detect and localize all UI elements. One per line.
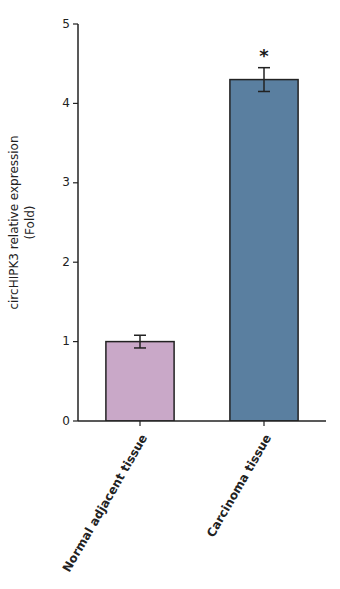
error-bar [134,335,146,348]
y-tick [73,23,78,24]
y-tick [73,420,78,421]
x-tick [263,421,264,426]
plot-area [106,68,298,421]
bar [230,80,298,421]
x-axis-line [78,420,326,422]
y-tick-label: 3 [62,175,70,189]
y-axis-line [77,24,79,421]
error-bar-stem [263,68,265,92]
y-tick-label: 5 [62,17,70,31]
y-tick [73,103,78,104]
y-tick-label: 1 [62,334,70,348]
y-tick-label: 2 [62,255,70,269]
y-tick-label: 0 [62,414,70,428]
chart-container: 0 1 2 3 4 5 Normal adjacent tissue Carcinoma ti… [0,0,340,589]
y-axis-label-line: (Fold) [23,205,37,239]
error-bar-stem [139,335,141,348]
error-bar-cap [134,347,146,349]
bar [106,342,174,421]
error-bar-cap [258,67,270,69]
y-axis-label-line: circHIPK3 relative expression [7,135,21,309]
x-tick-label: Normal adjacent tissue [60,432,150,575]
x-tick [139,421,140,426]
y-tick-label: 4 [62,96,70,110]
y-tick [73,262,78,263]
error-bar [258,68,270,92]
error-bar-cap [134,334,146,336]
y-tick [73,182,78,183]
chart-svg: 0 1 2 3 4 5 Normal adjacent tissue Carcinoma ti… [0,0,340,589]
significance-label: * [259,45,269,66]
x-tick-label: Carcinoma tissue [204,432,274,540]
y-axis-label: circHIPK3 relative expression(Fold) [7,135,37,309]
error-bar-cap [258,91,270,93]
y-tick [73,341,78,342]
